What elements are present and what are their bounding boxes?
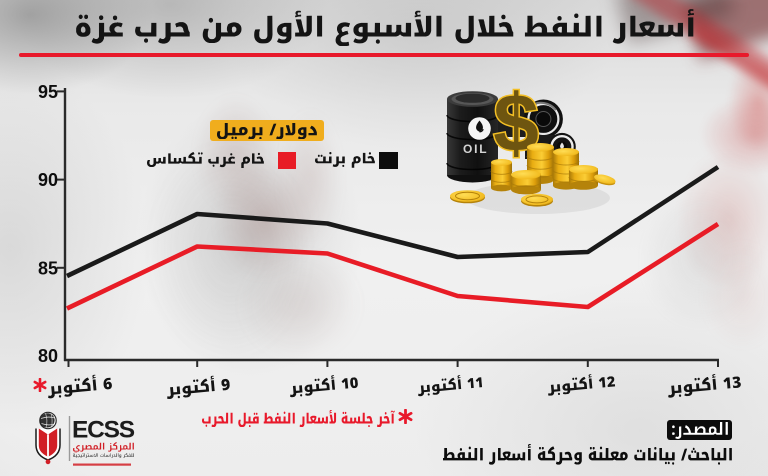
svg-text:OIL: OIL [463, 142, 488, 156]
svg-text:80: 80 [38, 346, 58, 366]
svg-text:85: 85 [38, 258, 58, 278]
svg-text:ECSS: ECSS [72, 417, 135, 444]
svg-text:90: 90 [38, 170, 58, 190]
svg-text:95: 95 [38, 82, 58, 102]
